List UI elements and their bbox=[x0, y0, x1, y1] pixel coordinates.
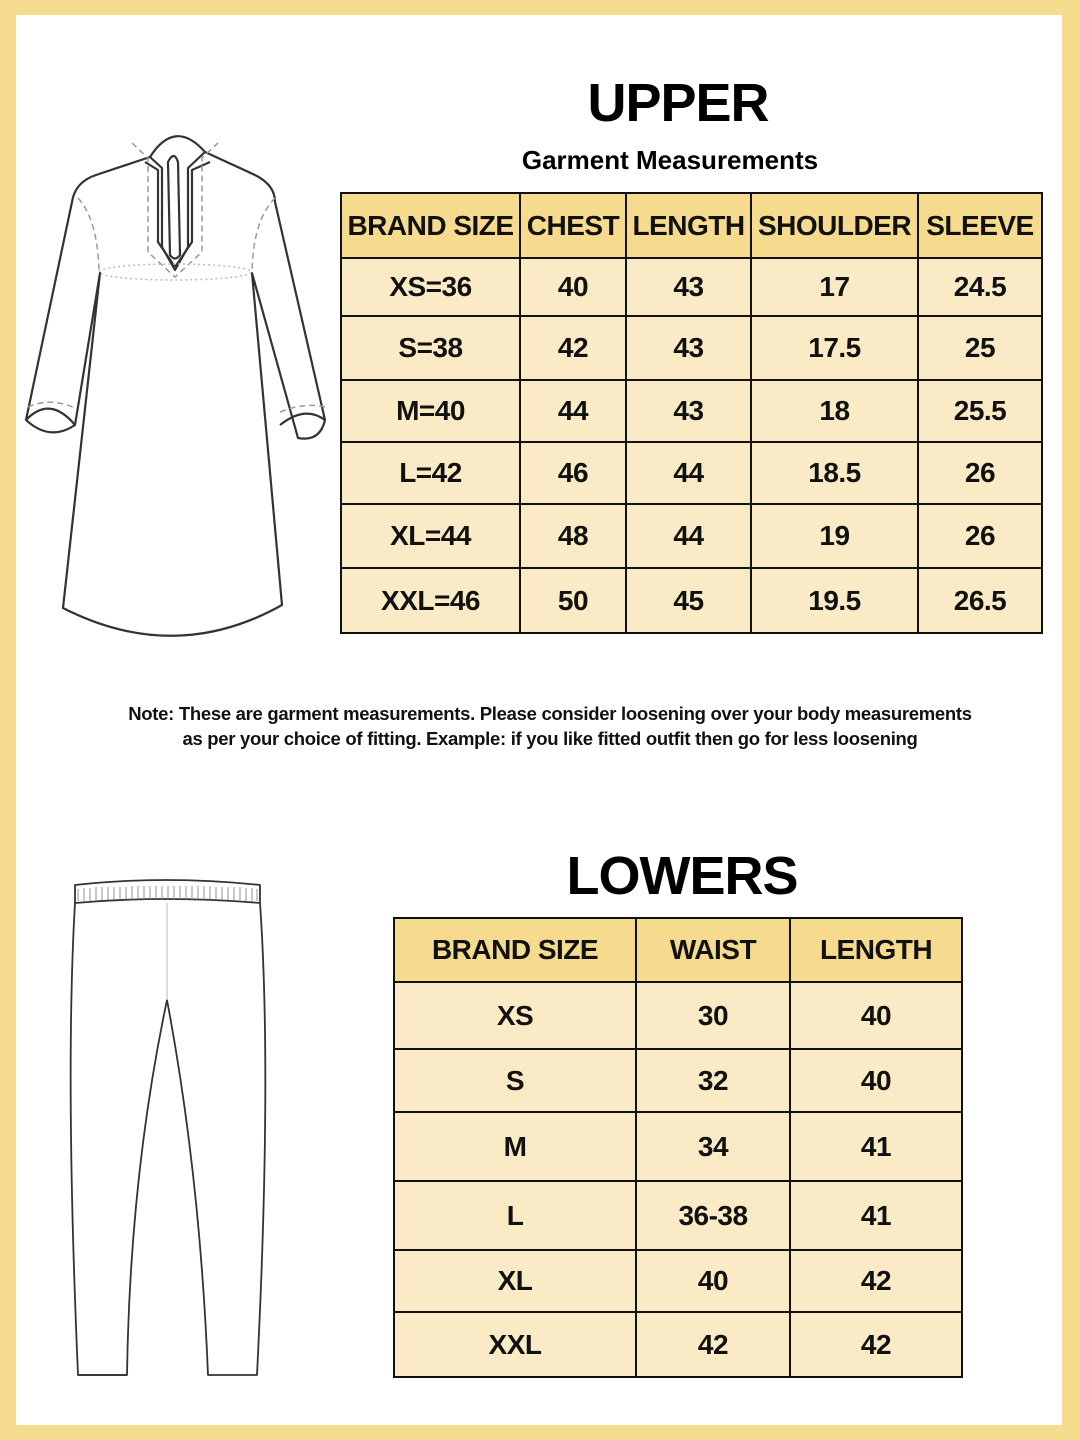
header-length: LENGTH bbox=[625, 192, 752, 259]
table-cell: 34 bbox=[635, 1111, 791, 1182]
table-cell: 41 bbox=[789, 1111, 963, 1182]
table-cell: 25 bbox=[917, 315, 1043, 381]
header-brand-size: BRAND SIZE bbox=[393, 917, 637, 983]
table-cell: 40 bbox=[789, 981, 963, 1050]
table-row: XXL=46 50 45 19.5 26.5 bbox=[340, 567, 1043, 634]
table-cell: 46 bbox=[519, 441, 627, 505]
table-cell: 18 bbox=[750, 379, 919, 443]
table-cell: 26.5 bbox=[917, 567, 1043, 634]
table-cell: 26 bbox=[917, 441, 1043, 505]
table-cell: L bbox=[393, 1180, 637, 1251]
table-cell: M bbox=[393, 1111, 637, 1182]
table-cell: S bbox=[393, 1048, 637, 1113]
header-length: LENGTH bbox=[789, 917, 963, 983]
upper-subtitle: Garment Measurements bbox=[521, 145, 819, 175]
kurta-illustration bbox=[24, 135, 327, 637]
table-row: XS=36 40 43 17 24.5 bbox=[340, 257, 1043, 317]
table-cell: 43 bbox=[625, 257, 752, 317]
table-cell: 40 bbox=[789, 1048, 963, 1113]
table-cell: 26 bbox=[917, 503, 1043, 569]
table-row: M 34 41 bbox=[393, 1111, 963, 1182]
table-header-row: BRAND SIZE CHEST LENGTH SHOULDER SLEEVE bbox=[340, 192, 1043, 259]
header-brand-size: BRAND SIZE bbox=[340, 192, 521, 259]
table-cell: 42 bbox=[635, 1311, 791, 1378]
lowers-size-table: BRAND SIZE WAIST LENGTH XS 30 40 S 32 40 M 34 41… bbox=[393, 917, 963, 1378]
table-cell: 17.5 bbox=[750, 315, 919, 381]
table-cell: 42 bbox=[519, 315, 627, 381]
table-cell: XS=36 bbox=[340, 257, 521, 317]
table-cell: XL=44 bbox=[340, 503, 521, 569]
table-cell: 42 bbox=[789, 1249, 963, 1313]
table-cell: 19.5 bbox=[750, 567, 919, 634]
table-row: XXL 42 42 bbox=[393, 1311, 963, 1378]
table-cell: M=40 bbox=[340, 379, 521, 443]
table-row: S=38 42 43 17.5 25 bbox=[340, 315, 1043, 381]
table-cell: 42 bbox=[789, 1311, 963, 1378]
table-row: M=40 44 43 18 25.5 bbox=[340, 379, 1043, 443]
table-cell: 44 bbox=[625, 503, 752, 569]
table-cell: 40 bbox=[519, 257, 627, 317]
header-sleeve: SLEEVE bbox=[917, 192, 1043, 259]
upper-title: UPPER bbox=[587, 73, 769, 133]
table-row: XS 30 40 bbox=[393, 981, 963, 1050]
note-line-1: Note: These are garment measurements. Pl… bbox=[128, 703, 972, 724]
table-row: S 32 40 bbox=[393, 1048, 963, 1113]
table-cell: 32 bbox=[635, 1048, 791, 1113]
table-cell: 48 bbox=[519, 503, 627, 569]
table-cell: 40 bbox=[635, 1249, 791, 1313]
table-cell: 44 bbox=[625, 441, 752, 505]
table-cell: 43 bbox=[625, 315, 752, 381]
table-cell: 44 bbox=[519, 379, 627, 443]
table-cell: 36-38 bbox=[635, 1180, 791, 1251]
table-row: L 36-38 41 bbox=[393, 1180, 963, 1251]
pants-illustration bbox=[69, 879, 267, 1376]
table-cell: 18.5 bbox=[750, 441, 919, 505]
table-row: L=42 46 44 18.5 26 bbox=[340, 441, 1043, 505]
table-cell: 25.5 bbox=[917, 379, 1043, 443]
header-waist: WAIST bbox=[635, 917, 791, 983]
table-row: XL=44 48 44 19 26 bbox=[340, 503, 1043, 569]
table-cell: 30 bbox=[635, 981, 791, 1050]
header-shoulder: SHOULDER bbox=[750, 192, 919, 259]
table-cell: 43 bbox=[625, 379, 752, 443]
table-cell: 45 bbox=[625, 567, 752, 634]
table-cell: XS bbox=[393, 981, 637, 1050]
table-cell: XXL bbox=[393, 1311, 637, 1378]
table-row: XL 40 42 bbox=[393, 1249, 963, 1313]
measurement-note: Note: These are garment measurements. Pl… bbox=[60, 701, 1040, 751]
table-cell: S=38 bbox=[340, 315, 521, 381]
table-header-row: BRAND SIZE WAIST LENGTH bbox=[393, 917, 963, 983]
header-chest: CHEST bbox=[519, 192, 627, 259]
lowers-title: LOWERS bbox=[566, 846, 799, 906]
table-cell: 19 bbox=[750, 503, 919, 569]
table-cell: XL bbox=[393, 1249, 637, 1313]
table-cell: L=42 bbox=[340, 441, 521, 505]
table-cell: 50 bbox=[519, 567, 627, 634]
table-cell: 24.5 bbox=[917, 257, 1043, 317]
table-cell: XXL=46 bbox=[340, 567, 521, 634]
table-cell: 41 bbox=[789, 1180, 963, 1251]
upper-size-table: BRAND SIZE CHEST LENGTH SHOULDER SLEEVE … bbox=[340, 192, 1043, 634]
table-cell: 17 bbox=[750, 257, 919, 317]
note-line-2: as per your choice of fitting. Example: … bbox=[182, 728, 918, 749]
